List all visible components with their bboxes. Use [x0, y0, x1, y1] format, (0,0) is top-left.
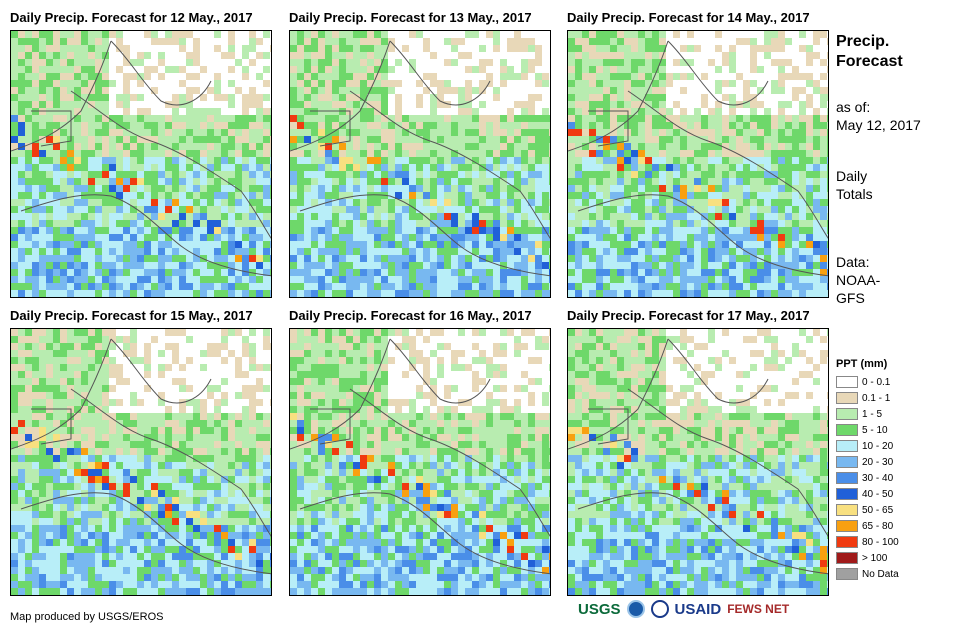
forecast-panel-6: Daily Precip. Forecast for 17 May., 2017	[567, 308, 829, 596]
legend-swatch	[836, 520, 858, 532]
legend-item: 5 - 10	[836, 422, 899, 438]
forecast-panel-4: Daily Precip. Forecast for 15 May., 2017	[10, 308, 272, 596]
legend-swatch	[836, 440, 858, 452]
legend-item: 50 - 65	[836, 502, 899, 518]
side-title: Precip. Forecast	[836, 32, 903, 72]
legend-label: No Data	[862, 568, 899, 580]
as-of-date: as of: May 12, 2017	[836, 98, 921, 134]
legend: PPT (mm) 0 - 0.1 0.1 - 1 1 - 5 5 - 10 10 - 2…	[836, 358, 899, 582]
legend-label: 0.1 - 1	[862, 392, 891, 404]
as-of-label: as of:	[836, 99, 871, 115]
precip-map	[567, 30, 829, 298]
legend-label: 0 - 0.1	[862, 376, 891, 388]
legend-item: 65 - 80	[836, 518, 899, 534]
usaid-logo: USAID	[674, 600, 722, 618]
daily-totals-note: Daily Totals	[836, 167, 873, 203]
legend-swatch	[836, 536, 858, 548]
data-line3: GFS	[836, 290, 865, 306]
legend-swatch	[836, 504, 858, 516]
legend-label: 30 - 40	[862, 472, 894, 484]
panel-title: Daily Precip. Forecast for 16 May., 2017	[289, 308, 532, 323]
map-raster	[290, 329, 550, 595]
precip-map	[10, 30, 272, 298]
legend-swatch	[836, 424, 858, 436]
legend-swatch	[836, 568, 858, 580]
legend-item: 10 - 20	[836, 438, 899, 454]
data-line2: NOAA-	[836, 272, 881, 288]
usaid-seal-icon	[650, 600, 669, 618]
legend-item: 20 - 30	[836, 454, 899, 470]
forecast-panel-1: Daily Precip. Forecast for 12 May., 2017	[10, 10, 272, 298]
legend-item: > 100	[836, 550, 899, 566]
panel-title: Daily Precip. Forecast for 14 May., 2017	[567, 10, 810, 25]
legend-swatch	[836, 376, 858, 388]
panel-title: Daily Precip. Forecast for 15 May., 2017	[10, 308, 253, 323]
daily-line2: Totals	[836, 186, 873, 202]
legend-swatch	[836, 552, 858, 564]
legend-item: 30 - 40	[836, 470, 899, 486]
legend-swatch	[836, 408, 858, 420]
map-credit: Map produced by USGS/EROS	[10, 611, 164, 623]
legend-item: 1 - 5	[836, 406, 899, 422]
as-of-value: May 12, 2017	[836, 117, 921, 133]
data-source: Data: NOAA- GFS	[836, 253, 880, 307]
precip-map	[289, 328, 551, 596]
legend-label: 10 - 20	[862, 440, 894, 452]
legend-label: 65 - 80	[862, 520, 894, 532]
panel-title: Daily Precip. Forecast for 17 May., 2017	[567, 308, 810, 323]
precip-map	[10, 328, 272, 596]
map-raster	[568, 329, 828, 595]
noaa-seal-icon	[626, 600, 645, 618]
forecast-panel-3: Daily Precip. Forecast for 14 May., 2017	[567, 10, 829, 298]
usgs-logo: USGS	[578, 600, 621, 618]
precip-map	[567, 328, 829, 596]
map-raster	[11, 329, 271, 595]
forecast-panel-2: Daily Precip. Forecast for 13 May., 2017	[289, 10, 551, 298]
panel-title: Daily Precip. Forecast for 13 May., 2017	[289, 10, 532, 25]
legend-swatch	[836, 456, 858, 468]
forecast-panel-5: Daily Precip. Forecast for 16 May., 2017	[289, 308, 551, 596]
side-title-line1: Precip.	[836, 33, 890, 50]
legend-label: 50 - 65	[862, 504, 894, 516]
map-raster	[568, 31, 828, 297]
legend-swatch	[836, 392, 858, 404]
map-raster	[290, 31, 550, 297]
legend-item: 40 - 50	[836, 486, 899, 502]
data-line1: Data:	[836, 254, 870, 270]
legend-label: 20 - 30	[862, 456, 894, 468]
legend-item: No Data	[836, 566, 899, 582]
legend-item: 0.1 - 1	[836, 390, 899, 406]
legend-item: 0 - 0.1	[836, 374, 899, 390]
legend-item: 80 - 100	[836, 534, 899, 550]
legend-label: 40 - 50	[862, 488, 894, 500]
daily-line1: Daily	[836, 168, 868, 184]
agency-logos: USGS USAID FEWS NET	[578, 600, 789, 618]
legend-label: 1 - 5	[862, 408, 883, 420]
fewsnet-logo: FEWS NET	[727, 602, 790, 616]
precip-map	[289, 30, 551, 298]
panel-title: Daily Precip. Forecast for 12 May., 2017	[10, 10, 253, 25]
map-raster	[11, 31, 271, 297]
legend-label: > 100	[862, 552, 888, 564]
legend-label: 80 - 100	[862, 536, 899, 548]
legend-title: PPT (mm)	[836, 358, 888, 370]
legend-swatch	[836, 488, 858, 500]
legend-label: 5 - 10	[862, 424, 888, 436]
side-title-line2: Forecast	[836, 53, 903, 70]
legend-swatch	[836, 472, 858, 484]
